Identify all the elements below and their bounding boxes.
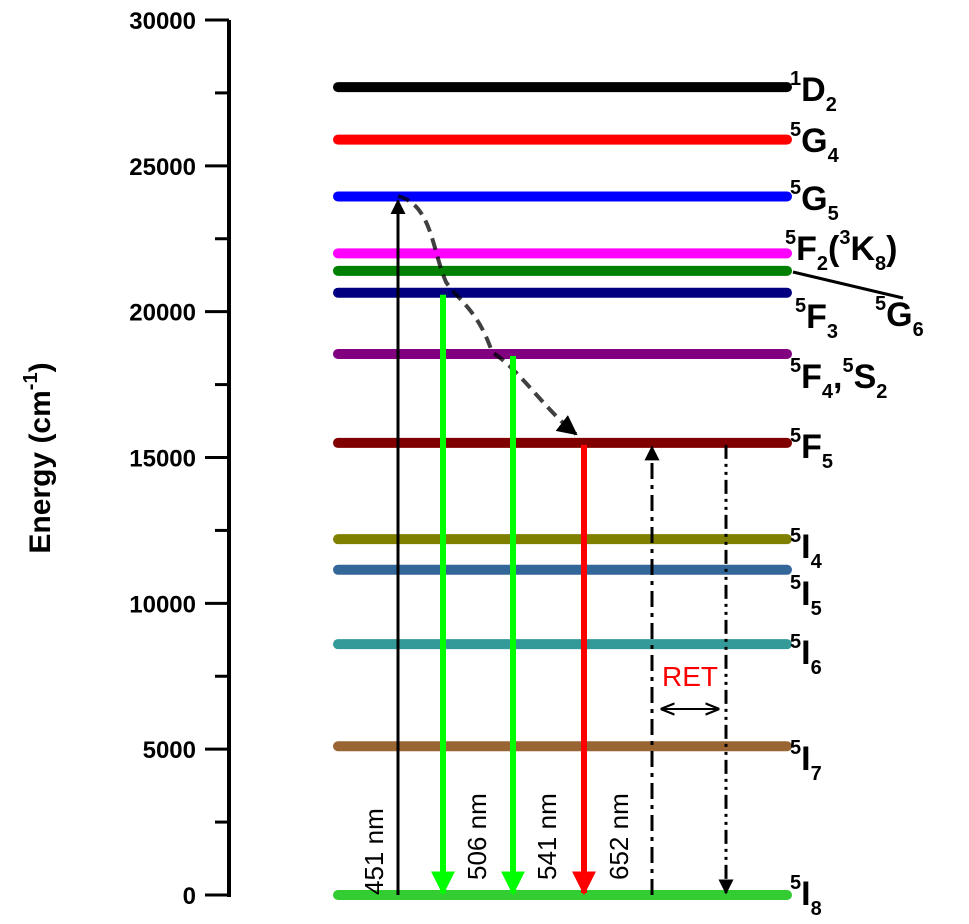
level-label-5G6: 5G6 — [875, 293, 924, 341]
tick-label: 25000 — [129, 154, 196, 181]
tick-label: 20000 — [129, 300, 196, 327]
level-label-5I5: 5I5 — [790, 572, 822, 620]
axis-title: Energy (cm-1) — [20, 362, 57, 553]
ret-annotation: RET — [662, 661, 718, 709]
nonradiative-relaxation-path — [397, 194, 578, 436]
wavelength-label-emission-506: 506 nm — [462, 793, 492, 880]
wavelength-labels: 451 nm 506 nm 541 nm 652 nm — [359, 793, 634, 895]
level-label-5G5: 5G5 — [790, 177, 839, 225]
level-label-5I6: 5I6 — [790, 631, 822, 679]
wavelength-label-excitation: 451 nm — [359, 808, 389, 895]
level-label-5F2_3K8: 5F2(3K8) — [785, 227, 898, 275]
energy-levels — [333, 82, 792, 900]
tick-label: 10000 — [129, 591, 196, 618]
level-label-5G4: 5G4 — [790, 119, 840, 167]
level-label-5I8: 5I8 — [790, 872, 822, 919]
level-label-1D2: 1D2 — [790, 68, 837, 116]
wavelength-label-emission-652: 652 nm — [604, 793, 634, 880]
axis-ticks: 0 5000 10000 15000 20000 25000 30000 — [129, 8, 229, 910]
level-label-5F3: 5F3 — [795, 295, 838, 343]
level-label-5F4_5S2: 5F4,5S2 — [790, 355, 887, 403]
transitions — [390, 198, 734, 896]
ret-label: RET — [662, 661, 718, 692]
tick-label: 30000 — [129, 8, 196, 35]
level-label-5I7: 5I7 — [790, 737, 822, 785]
tick-label: 5000 — [143, 737, 196, 764]
level-label-5F5: 5F5 — [790, 425, 833, 473]
energy-axis: 0 5000 10000 15000 20000 25000 30000 Energy (c… — [20, 8, 231, 910]
level-label-5I4: 5I4 — [790, 525, 823, 573]
wavelength-label-emission-541: 541 nm — [532, 793, 562, 880]
5G6-pointer-line — [792, 270, 904, 300]
tick-label: 0 — [183, 883, 196, 910]
tick-label: 15000 — [129, 446, 196, 473]
